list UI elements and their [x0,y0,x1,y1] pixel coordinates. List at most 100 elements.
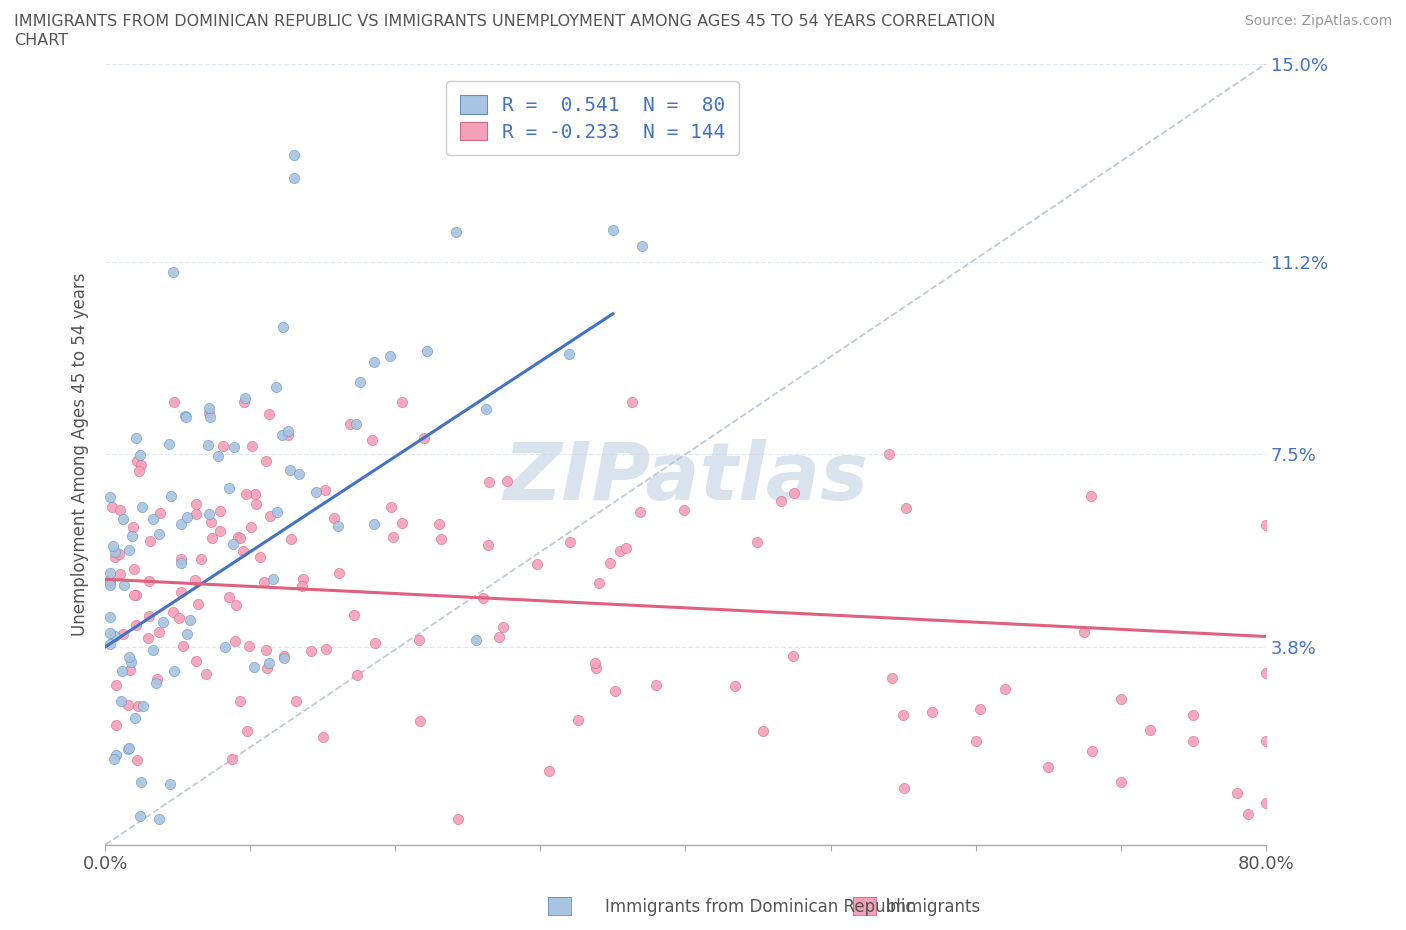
Point [446,811,468,826]
Point [614,540,637,555]
Point [1254,796,1277,811]
Text: Immigrants from Dominican Republic: Immigrants from Dominican Republic [605,897,914,916]
Point [314,483,336,498]
Point [243,659,266,674]
Point [243,486,266,501]
Point [187,596,209,611]
Point [249,550,271,565]
Point [1226,785,1249,800]
Point [146,671,169,686]
Point [128,463,150,478]
Point [1080,744,1102,759]
Point [104,629,127,644]
Point [292,571,315,586]
Point [169,584,191,599]
Point [218,481,240,496]
Point [233,391,256,405]
Point [142,643,165,658]
Point [198,401,221,416]
Point [602,223,624,238]
Point [408,632,430,647]
Point [195,666,218,681]
Point [104,550,127,565]
Text: Source: ZipAtlas.com: Source: ZipAtlas.com [1244,14,1392,28]
Point [184,497,207,512]
Point [173,409,195,424]
Point [969,701,991,716]
Point [98,610,121,625]
Point [129,447,152,462]
Point [163,395,186,410]
Point [283,171,305,186]
Point [343,608,366,623]
Point [236,724,259,738]
Point [125,431,148,445]
Point [162,265,184,280]
Point [259,509,281,524]
Point [98,576,121,591]
Point [877,446,900,461]
Point [891,707,914,722]
Point [235,486,257,501]
Point [124,711,146,725]
Point [1254,666,1277,681]
Text: ZIPatlas: ZIPatlas [503,439,868,517]
Point [994,681,1017,696]
Point [896,500,918,515]
Point [108,566,131,581]
Point [121,528,143,543]
Point [179,612,201,627]
Point [184,572,207,587]
Point [346,668,368,683]
Point [583,656,606,671]
Point [526,556,548,571]
Point [197,438,219,453]
Point [229,531,252,546]
Point [416,344,439,359]
Point [139,534,162,549]
Point [264,379,287,394]
Point [105,718,128,733]
Point [464,632,486,647]
Point [129,808,152,823]
Point [117,741,139,756]
Point [132,698,155,713]
Point [122,520,145,535]
Point [769,494,792,509]
Point [429,517,451,532]
Point [240,438,263,453]
Text: Immigrants: Immigrants [886,897,981,916]
Point [149,505,172,520]
Point [262,571,284,586]
Point [122,562,145,577]
Point [585,660,607,675]
Point [1182,733,1205,748]
Point [254,643,277,658]
Point [157,436,180,451]
Point [222,440,245,455]
Point [232,395,254,410]
Point [477,538,499,552]
Point [409,713,432,728]
Point [129,775,152,790]
Point [209,523,232,538]
Point [644,678,666,693]
Point [228,694,250,709]
Point [558,347,581,362]
Point [1080,488,1102,503]
Point [1109,775,1132,790]
Point [628,505,651,520]
Point [567,712,589,727]
Point [305,485,328,499]
Point [256,661,278,676]
Point [98,489,121,504]
Point [429,532,451,547]
Point [363,516,385,531]
Point [724,678,747,693]
Point [117,740,139,755]
Point [538,764,561,778]
Point [360,432,382,447]
Point [98,626,121,641]
Point [209,503,232,518]
Point [125,588,148,603]
